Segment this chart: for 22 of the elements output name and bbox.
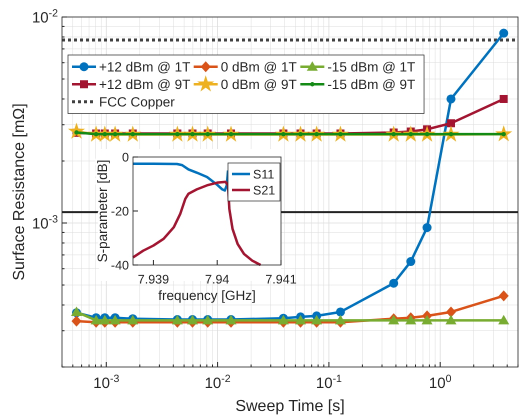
legend-label: +12 dBm @ 9T [99,76,190,92]
x-tick-label: 10$^{0}$ [428,373,452,392]
y-tick-label: -20 [110,204,130,218]
x-tick-label: 7.939 [138,272,170,286]
legend-label: FCC Copper [99,94,176,110]
legend-label: +12 dBm @ 1T [99,59,190,74]
x-axis-title: frequency [GHz] [158,288,256,303]
legend-label: S11 [253,167,274,182]
legend-label: S21 [253,183,276,198]
x-tick-label: 10$^{-1}$ [316,373,342,392]
legend-label: -15 dBm @ 9T [327,76,416,92]
x-tick-label: 10$^{-2}$ [204,373,231,392]
x-tick-label: 7.94 [205,272,230,286]
y-tick-label: -40 [110,258,130,272]
y-tick-label: 0 [122,150,130,164]
legend-label: -15 dBm @ 1T [327,59,416,74]
legend-label: 0 dBm @ 9T [220,76,297,92]
x-tick-label: 7.941 [265,272,297,286]
y-axis-title: S-parameter [dB] [95,160,110,262]
x-axis-title: Sweep Time [s] [235,398,345,415]
legend-label: 0 dBm @ 1T [220,59,297,74]
y-axis-title: Surface Resistance [mΩ] [11,103,28,281]
